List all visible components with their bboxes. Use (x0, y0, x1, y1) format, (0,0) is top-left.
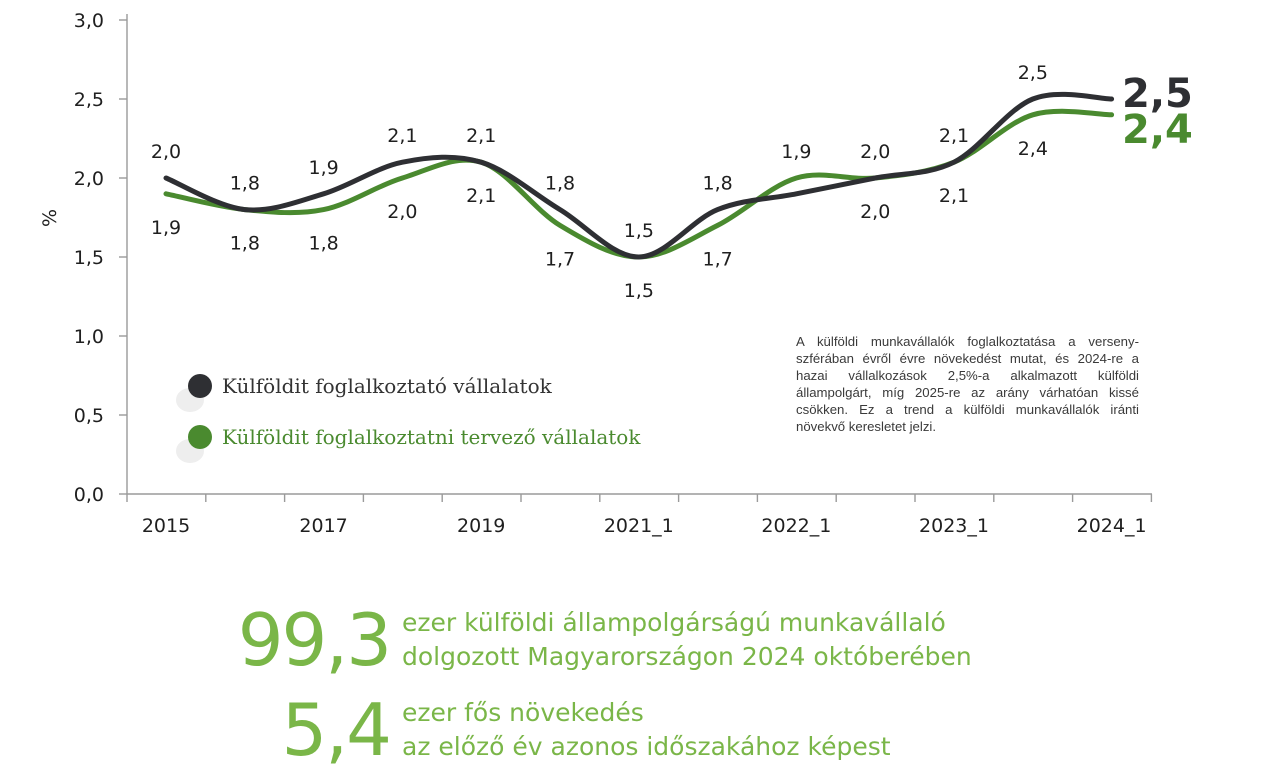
data-label-foreign-employers: 1,8 (702, 173, 732, 195)
data-label-foreign-employers: 1,8 (545, 173, 575, 195)
x-tick-label: 2022_1 (761, 515, 831, 537)
chart-note: A külföldi munkavállalók foglalkoztatása… (796, 334, 1139, 434)
stat-value: 99,3 (237, 598, 392, 682)
data-label-foreign-employers: 1,5 (624, 220, 654, 242)
data-label-planning-employers: 1,8 (308, 233, 338, 255)
stat-description: ezer külföldi állampolgárságú munkaválla… (402, 606, 972, 674)
stat-line-1: ezer fős növekedés (402, 698, 644, 727)
end-label-foreign-employers: 2,5 (1122, 71, 1193, 117)
data-label-foreign-employers: 2,0 (151, 141, 181, 163)
legend-label: Külföldit foglalkoztatni tervező vállala… (222, 425, 641, 449)
series-line-foreign-employers (163, 91, 1115, 260)
data-label-planning-employers: 2,0 (387, 201, 417, 223)
y-tick-label: 2,0 (74, 168, 104, 190)
data-label-foreign-employers: 1,9 (308, 157, 338, 179)
data-label-foreign-employers: 2,1 (939, 125, 969, 147)
stat-line-2: az előző év azonos időszakához képest (402, 732, 891, 761)
x-tick-label: 2024_1 (1077, 515, 1147, 537)
y-tick-label: 0,0 (74, 484, 104, 506)
y-tick-label: 0,5 (74, 405, 104, 427)
y-tick-label: 1,5 (74, 247, 104, 269)
stat-value: 5,4 (281, 688, 392, 772)
data-label-foreign-employers: 2,0 (860, 141, 890, 163)
legend-item-planning-employers: Külföldit foglalkoztatni tervező vállala… (176, 425, 641, 463)
data-label-planning-employers: 2,4 (1018, 138, 1048, 160)
x-tick-label: 2023_1 (919, 515, 989, 537)
data-label-planning-employers: 2,1 (466, 185, 496, 207)
data-label-foreign-employers: 1,8 (230, 173, 260, 195)
legend-marker (188, 374, 212, 398)
data-label-foreign-employers: 2,1 (466, 125, 496, 147)
line-chart: 0,0 0,5 1,0 1,5 2,0 2,5 3,0% 2015 2017 2019 2021_1… (39, 10, 1193, 537)
y-tick-label: 3,0 (74, 10, 104, 32)
stat-growth: 5,4 ezer fős növekedés az előző év azono… (228, 688, 891, 772)
data-label-planning-employers: 1,5 (624, 280, 654, 302)
data-label-foreign-employers: 2,1 (387, 125, 417, 147)
stat-foreign-workers: 99,3 ezer külföldi állampolgárságú munka… (228, 604, 972, 676)
stat-line-1: ezer külföldi állampolgárságú munkaválla… (402, 608, 946, 637)
y-tick-label: 1,0 (74, 326, 104, 348)
x-tick-label: 2017 (299, 515, 347, 537)
legend-item-foreign-employers: Külföldit foglalkoztató vállalatok (176, 374, 553, 412)
data-label-planning-employers: 1,8 (230, 233, 260, 255)
data-label-planning-employers: 1,7 (702, 248, 732, 270)
stat-description: ezer fős növekedés az előző év azonos id… (402, 696, 891, 764)
end-label-planning-employers: 2,4 (1122, 107, 1193, 153)
legend-marker (188, 425, 212, 449)
x-tick-label: 2015 (142, 515, 190, 537)
data-label-planning-employers: 1,7 (545, 248, 575, 270)
data-label-planning-employers: 2,0 (860, 201, 890, 223)
data-label-planning-employers: 1,9 (781, 141, 811, 163)
data-label-planning-employers: 1,9 (151, 217, 181, 239)
data-label-foreign-employers: 2,5 (1018, 62, 1048, 84)
data-label-planning-employers: 2,1 (939, 185, 969, 207)
y-tick-label: 2,5 (74, 89, 104, 111)
legend-label: Külföldit foglalkoztató vállalatok (222, 374, 553, 398)
x-tick-label: 2021_1 (604, 515, 674, 537)
x-tick-label: 2019 (457, 515, 505, 537)
y-axis-label: % (39, 209, 61, 227)
stat-line-2: dolgozott Magyarországon 2024 októberébe… (402, 642, 972, 671)
